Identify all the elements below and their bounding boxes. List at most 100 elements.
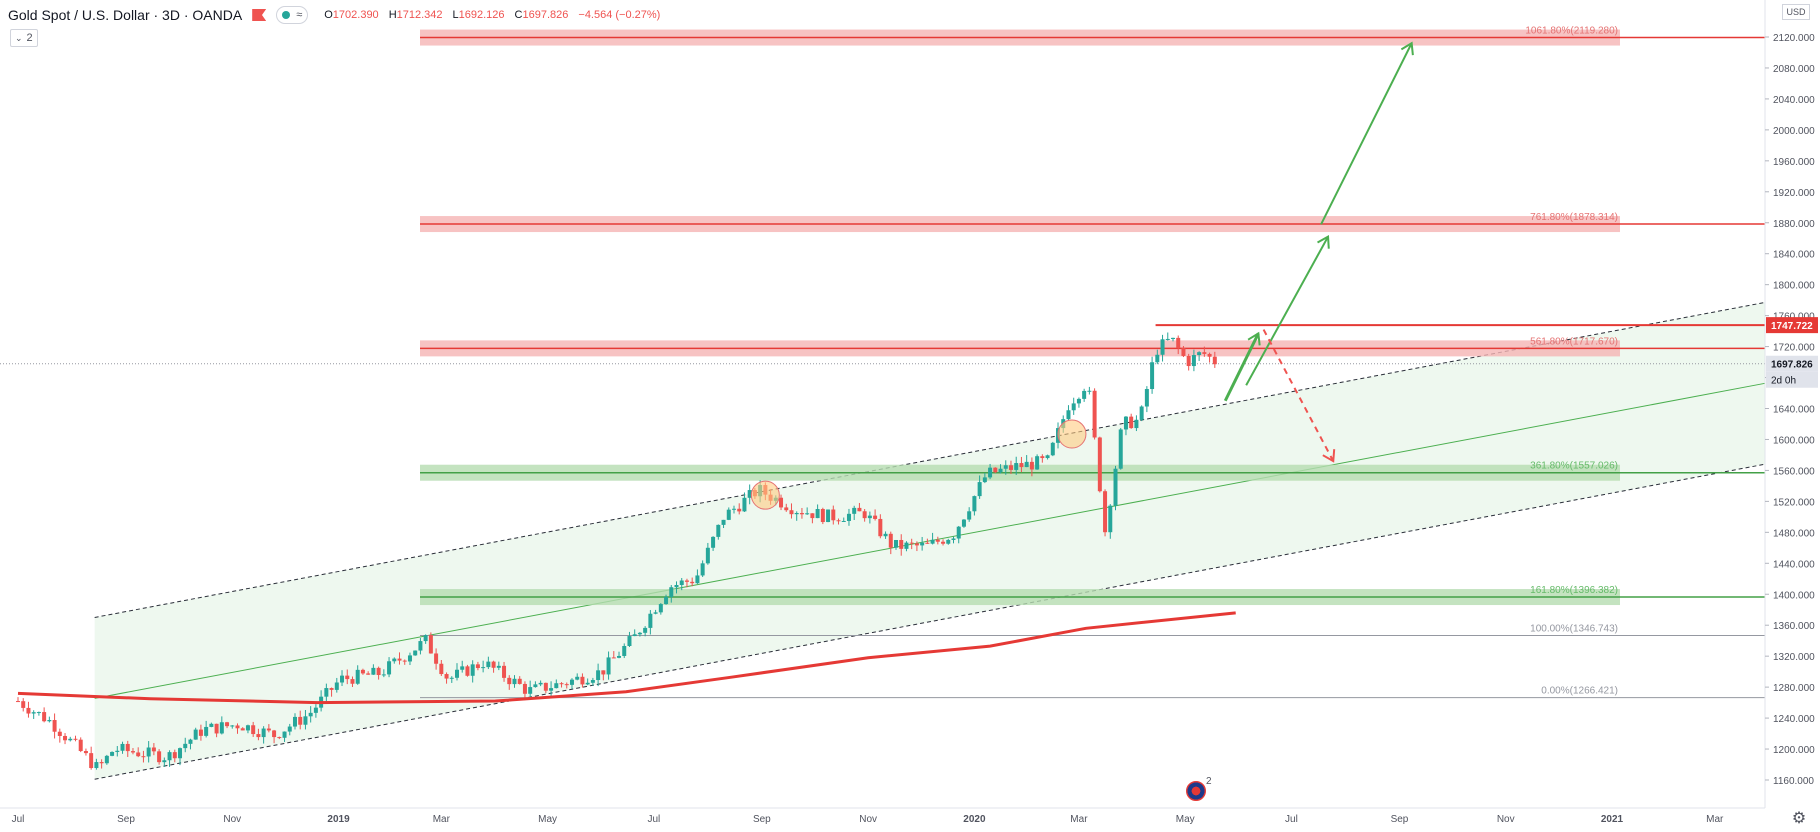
candle-body [350,679,355,684]
candle-body [711,536,716,548]
candle-body [935,539,940,542]
candle-body [961,519,966,527]
candle-body [815,509,820,519]
candle-body [1134,419,1139,429]
time-tick-label-12: Jul [1285,814,1298,825]
candle-body [826,509,831,523]
candle-body [831,509,836,521]
candle-body [1082,390,1087,399]
candle-body [799,513,804,515]
ohlc-low: L1692.126 [452,9,505,21]
candle-body [251,725,256,735]
candle-body [596,670,601,681]
price-tick-label-9: 1760.000 [1773,312,1815,323]
candle-body [1197,352,1202,356]
price-tick-label-10: 1720.000 [1773,343,1815,354]
candle-body [684,580,689,582]
candle-body [104,755,109,764]
candle-body [83,751,88,754]
countdown-label: 2d 0h [1771,376,1796,387]
candle-body [151,747,156,752]
candle-body [627,636,632,646]
candle-body [334,682,339,690]
time-tick-label-7: Sep [753,814,771,825]
candle-body [1207,353,1212,357]
candle-body [1113,468,1118,506]
arrow-up-mid [1245,236,1329,386]
candle-body [26,707,31,714]
candle-body [862,511,867,519]
candle-body [387,661,392,675]
candle-body [167,752,172,761]
candle-body [658,604,663,613]
candle-body [376,667,381,676]
candle-body [977,482,982,497]
candle-body [747,490,752,498]
candle-body [465,666,470,676]
candle-body [272,730,277,738]
candle-body [47,720,52,722]
candle-body [1123,416,1128,430]
candle-body [282,731,287,738]
candle-body [742,497,747,512]
candle-body [1024,461,1029,468]
candle-body [705,547,710,564]
currency-label[interactable]: USD [1782,4,1810,20]
indicators-toggle-button[interactable]: ⌄ 2 [10,29,38,47]
candle-body [575,676,580,680]
arrow-up-short-head [1247,331,1261,346]
candle-body [1008,465,1013,470]
candle-body [1155,354,1160,363]
price-tick-label-24: 1160.000 [1773,776,1814,787]
candle-body [209,723,214,727]
candle-body [345,675,350,680]
candle-body [157,751,162,763]
candle-body [883,533,888,537]
candle-body [982,477,987,483]
candle-body [1029,461,1034,470]
gear-icon[interactable]: ⚙ [1791,810,1807,827]
candle-body [178,748,183,759]
candle-body [21,701,26,708]
candle-body [528,687,533,694]
ohlc-open: O1702.390 [324,9,379,21]
candle-body [486,661,491,668]
candle-body [820,509,825,523]
candle-body [951,538,956,540]
candle-body [371,667,376,675]
status-pill[interactable]: ≈ [276,6,309,24]
candle-body [136,752,141,757]
highlight-circle-1 [1057,419,1087,449]
candle-body [240,728,245,731]
us-economic-event-icon[interactable] [1185,780,1207,802]
candle-body [904,542,909,549]
symbol-title[interactable]: Gold Spot / U.S. Dollar · 3D · OANDA [8,7,243,23]
candle-body [1097,437,1102,492]
pill-wave-icon: ≈ [296,9,303,21]
fib-label-6: 0.00%(1266.421) [1541,686,1618,697]
candle-body [198,729,203,736]
candle-body [94,762,99,769]
price-tick-label-6: 1880.000 [1773,219,1815,230]
price-tick-label-23: 1200.000 [1773,745,1815,756]
time-tick-label-15: 2021 [1601,814,1624,825]
candle-body [57,731,62,736]
candle-body [125,743,130,752]
candle-body [235,725,240,729]
candle-body [355,669,360,684]
arrow-down-dashed-head [1322,449,1336,463]
candle-body [899,539,904,549]
time-tick-label-9: 2020 [963,814,986,825]
moving-average-line [17,611,1236,705]
price-tick-label-16: 1480.000 [1773,528,1815,539]
flag-icon[interactable] [252,9,267,21]
candle-body [130,751,135,753]
candle-body [679,580,684,586]
candle-body [805,513,810,515]
candle-body [590,680,595,683]
ohlc-close: C1697.826 [514,9,569,21]
candle-body [470,664,475,676]
fib-label-5: 100.00%(1346.743) [1530,623,1618,634]
candle-body [894,539,899,548]
